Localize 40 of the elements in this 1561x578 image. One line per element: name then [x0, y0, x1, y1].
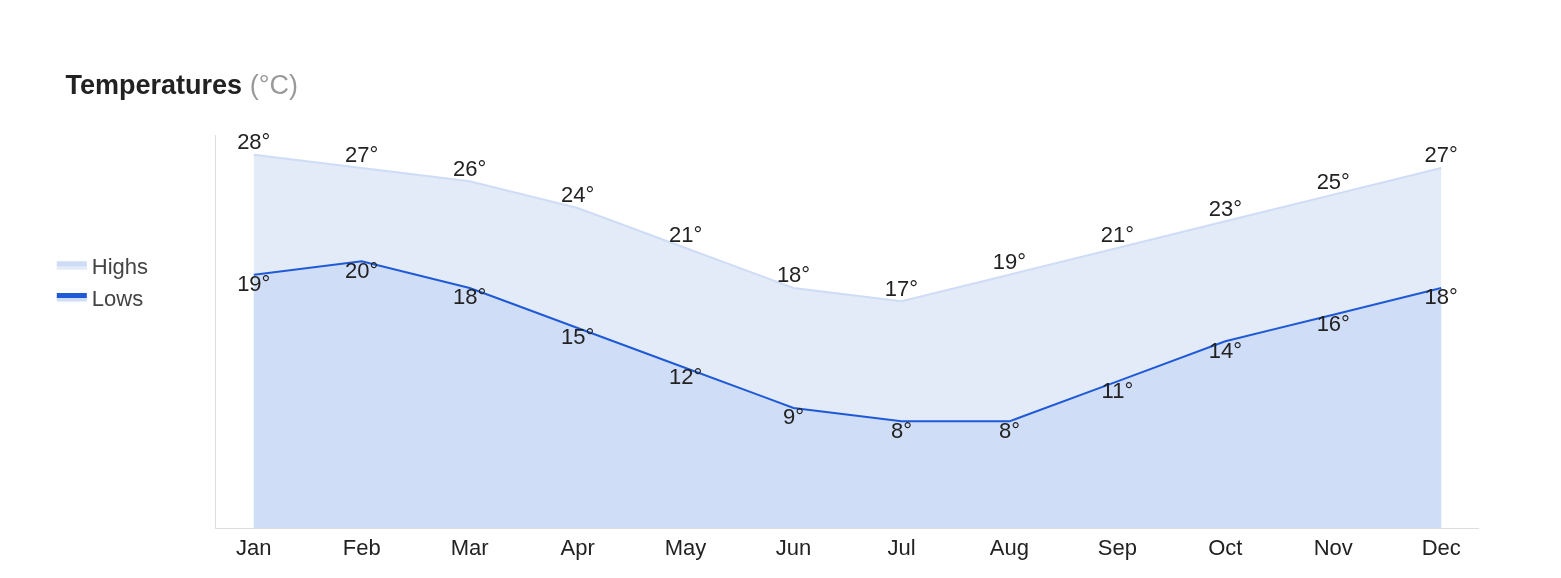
data-label: 20°	[345, 257, 379, 283]
x-tick-label: Oct	[1208, 535, 1243, 561]
data-label: 15°	[560, 324, 595, 350]
data-label: 27°	[345, 142, 379, 168]
data-label: 8°	[890, 417, 912, 443]
chart-title: Temperatures	[65, 70, 243, 101]
data-label: 19°	[992, 249, 1027, 275]
data-label: 9°	[783, 404, 805, 430]
chart-subtitle: (°C)	[249, 70, 298, 101]
data-label: 18°	[776, 262, 811, 288]
data-label: 19°	[237, 271, 271, 297]
data-label: 25°	[1316, 169, 1350, 195]
data-label: 21°	[1100, 222, 1135, 248]
legend-label: Highs	[91, 254, 149, 280]
data-label: 26°	[453, 155, 487, 181]
data-label: 14°	[1208, 337, 1242, 363]
x-tick-label: Dec	[1421, 535, 1461, 561]
x-tick-label: Sep	[1097, 535, 1137, 561]
x-tick-label: Mar	[450, 535, 489, 561]
data-label: 18°	[1424, 284, 1458, 310]
x-tick-label: Apr	[560, 535, 595, 561]
legend-label: Lows	[91, 286, 144, 312]
x-tick-label: Jun	[775, 535, 812, 561]
data-label: 23°	[1208, 195, 1242, 221]
data-label: 17°	[884, 275, 919, 301]
data-label: 24°	[560, 182, 595, 208]
data-label: 27°	[1424, 142, 1458, 168]
data-label: 18°	[453, 284, 487, 310]
x-tick-label: Jul	[887, 535, 916, 561]
x-tick-label: Aug	[989, 535, 1029, 561]
data-label: 28°	[237, 129, 271, 155]
data-label: 16°	[1316, 311, 1350, 337]
data-label: 21°	[668, 222, 703, 248]
x-tick-label: Nov	[1313, 535, 1353, 561]
x-tick-label: Feb	[342, 535, 381, 561]
x-tick-label: May	[664, 535, 707, 561]
x-tick-label: Jan	[236, 535, 272, 561]
data-label: 12°	[668, 364, 703, 390]
data-label: 8°	[998, 417, 1020, 443]
data-label: 11°	[1101, 377, 1134, 403]
